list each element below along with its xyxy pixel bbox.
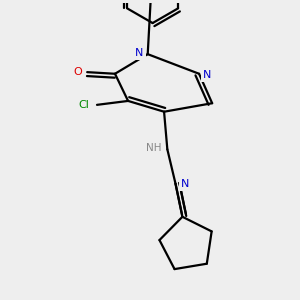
Text: O: O [73,67,82,77]
Text: N: N [203,70,212,80]
Text: Cl: Cl [79,100,89,110]
Text: N: N [135,48,144,58]
Text: N: N [181,179,190,189]
Text: NH: NH [146,143,161,153]
